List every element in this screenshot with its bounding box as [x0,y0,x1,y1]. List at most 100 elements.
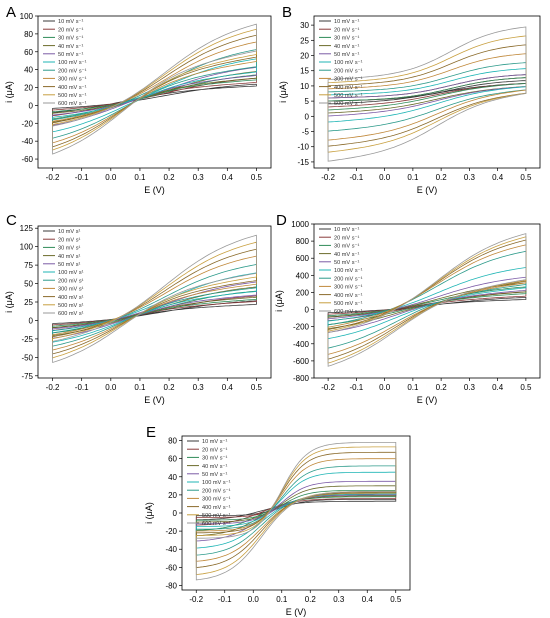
cv-series-11 [52,23,257,155]
x-tick-label: 0.1 [276,595,288,604]
panel-label-e: E [146,424,157,441]
y-tick-label: 20 [24,84,33,93]
legend-entry: 300 mV s¹ [58,287,84,293]
x-tick-label: 0.3 [333,595,345,604]
cv-series-8 [327,244,527,355]
legend-entry: 400 mV s⁻¹ [334,293,363,299]
chart-panel-b: -0.2 -0.1 0.0 0.1 0.2 0.3 0.4 0.5 -15 -10 -5 0 5 10 15… [278,15,541,195]
y-tick-label: -15 [297,158,309,167]
legend-entry: 500 mV s⁻¹ [202,513,231,519]
legend-entry: 30 mV s⁻¹ [334,36,359,42]
panel-label-c: C [6,212,17,229]
legend-entry: 10 mV s⁻¹ [202,439,227,445]
legend-entry: 40 mV s⁻¹ [202,464,227,470]
legend-entry: 300 mV s⁻¹ [334,285,363,291]
chart-panel-e: -0.2 -0.1 0.0 0.1 0.2 0.3 0.4 0.5 -80 -60 -40 -20 0 2… [144,435,411,617]
legend-entry: 100 mV s¹ [58,270,84,276]
chart-panel-c: -0.2 -0.1 0.0 0.1 0.2 0.3 0.4 0.5 -75 -50 -25 0 25 50… [4,224,272,405]
legend-entry: 600 mV s¹ [58,311,84,317]
y-tick-label: 1000 [291,220,309,229]
x-axis-title: E (V) [144,395,165,405]
x-tick-label: 0.4 [492,173,504,182]
legend-entry: 300 mV s⁻¹ [202,497,231,503]
y-axis-title: i (μA) [278,81,288,103]
legend-entry: 300 mV s⁻¹ [334,77,363,83]
cv-series-10 [327,236,527,364]
x-tick-label: 0.4 [222,173,234,182]
x-tick-label: 0.4 [492,383,504,392]
legend-entry: 200 mV s⁻¹ [202,488,231,494]
legend-entry: 10 mV s⁻¹ [334,227,359,233]
legend-entry: 20 mV s⁻¹ [334,235,359,241]
y-tick-label: 0 [305,306,310,315]
legend-entry: 30 mV s⁻¹ [202,456,227,462]
y-tick-label: -80 [165,581,177,590]
y-tick-label: 600 [296,254,310,263]
x-tick-label: -0.1 [349,173,363,182]
chart-panel-a: -0.2 -0.1 0.0 0.1 0.2 0.3 0.4 0.5 -60 -40 -20 0 20 40… [4,12,272,195]
x-axis-title: E (V) [417,185,438,195]
x-tick-label: -0.2 [189,595,203,604]
legend-entry: 30 mV s¹ [58,246,81,252]
x-tick-label: 0.0 [105,173,117,182]
y-tick-label: 60 [24,48,33,57]
cv-series-5 [52,281,257,339]
y-tick-label: -5 [302,128,310,137]
x-tick-label: 0.3 [464,383,476,392]
y-tick-label: 800 [296,237,310,246]
cv-series-11 [52,234,257,364]
legend-entry: 600 mV s⁻¹ [334,309,363,315]
legend-entry: 20 mV s⁻¹ [202,447,227,453]
y-tick-label: 5 [305,97,310,106]
y-tick-label: 60 [168,455,177,464]
legend-entry: 10 mV s⁻¹ [58,19,83,25]
legend-entry: 300 mV s⁻¹ [58,77,87,83]
x-tick-label: 0.5 [251,173,263,182]
y-tick-label: 80 [24,30,33,39]
x-tick-label: 0.4 [222,383,234,392]
x-tick-label: 0.5 [390,595,402,604]
legend-entry: 30 mV s⁻¹ [58,36,83,42]
legend-entry: 40 mV s⁻¹ [58,44,83,50]
x-tick-label: 0.3 [193,383,205,392]
x-tick-label: -0.2 [46,173,60,182]
y-tick-label: 50 [24,280,33,289]
y-tick-label: -60 [21,155,33,164]
x-tick-label: 0.0 [379,173,391,182]
y-tick-label: 0 [173,509,178,518]
legend-entry: 100 mV s⁻¹ [202,480,231,486]
y-tick-label: -200 [293,323,310,332]
y-tick-label: 10 [300,82,309,91]
legend-entry: 200 mV s⁻¹ [334,68,363,74]
cv-series-11 [327,26,527,162]
legend-entry: 50 mV s⁻¹ [202,472,227,478]
cv-series-11 [327,233,527,367]
y-tick-label: 100 [20,12,34,21]
legend-entry: 10 mV s⁻¹ [334,19,359,25]
y-tick-label: 0 [29,316,34,325]
y-tick-label: -40 [21,137,33,146]
x-tick-label: 0.3 [193,173,205,182]
chart-panel-d: -0.2 -0.1 0.0 0.1 0.2 0.3 0.4 0.5 -800 -600 -400 -2… [274,220,541,405]
legend-entry: 30 mV s⁻¹ [334,244,359,250]
x-tick-label: 0.2 [436,383,448,392]
legend-entry: 40 mV s¹ [58,254,81,260]
x-tick-label: 0.3 [464,173,476,182]
cv-series-3 [195,490,397,531]
legend-entry: 50 mV s⁻¹ [58,52,83,58]
y-tick-label: 400 [296,271,310,280]
y-tick-label: -20 [165,527,177,536]
y-tick-label: 0 [305,112,310,121]
y-tick-label: -50 [21,353,33,362]
x-tick-label: 0.4 [362,595,374,604]
legend-entry: 500 mV s¹ [58,303,84,309]
x-tick-label: 0.0 [105,383,117,392]
legend-entry: 20 mV s⁻¹ [58,27,83,33]
y-tick-label: 40 [168,473,177,482]
y-tick-label: 20 [300,52,309,61]
legend-entry: 100 mV s⁻¹ [334,60,363,66]
legend-entry: 40 mV s⁻¹ [334,252,359,258]
legend-entry: 200 mV s⁻¹ [334,276,363,282]
y-tick-label: -40 [165,545,177,554]
plot-frame [37,15,272,169]
